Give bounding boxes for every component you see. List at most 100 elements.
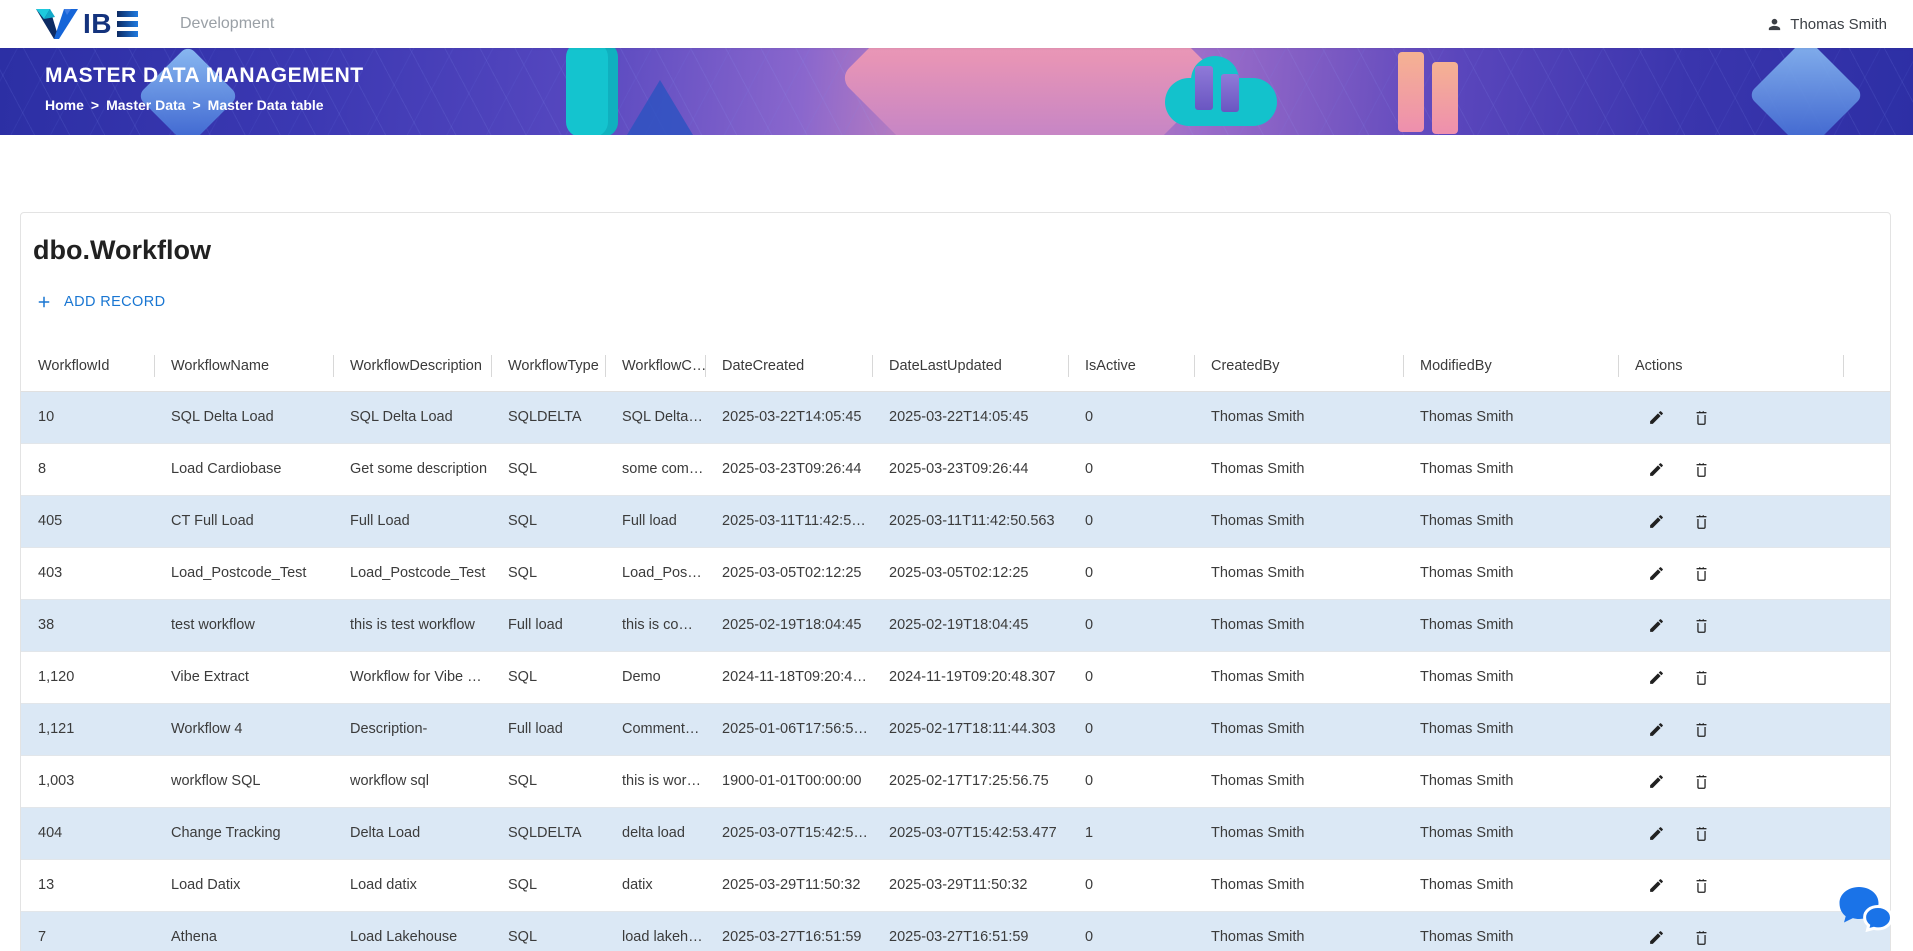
delete-row-button[interactable] [1693, 513, 1710, 530]
trash-icon [1696, 931, 1707, 945]
table-cell: Thomas Smith [1194, 702, 1403, 755]
vibe-logo-v-icon [36, 9, 78, 39]
pencil-icon [1650, 566, 1663, 580]
table-cell: Full load [491, 598, 605, 651]
table-cell: delta load [605, 806, 705, 859]
table-cell: SQLDELTA [491, 806, 605, 859]
edit-row-button[interactable] [1648, 877, 1665, 894]
pencil-icon [1650, 930, 1663, 944]
table-cell: Load Lakehouse [333, 910, 491, 951]
plus-icon [38, 296, 50, 308]
table-cell: Thomas Smith [1194, 650, 1403, 703]
table-cell: 2025-03-11T11:42:50.563 [872, 494, 1068, 547]
trash-icon [1696, 410, 1707, 425]
table-row: 38 test workflow this is test workflow Full… [21, 598, 1890, 651]
table-cell: SQLDELTA [508, 409, 582, 425]
table-cell: 0 [1068, 702, 1194, 755]
edit-row-button[interactable] [1648, 721, 1665, 738]
column-header-datecreated: DateCreated [705, 341, 872, 392]
delete-row-button[interactable] [1693, 409, 1710, 426]
table-cell: SQL Delta Load [171, 409, 274, 425]
user-menu[interactable]: Thomas Smith [1766, 16, 1887, 33]
trash-icon [1696, 566, 1707, 581]
table-cell: Demo [605, 650, 705, 703]
edit-row-button[interactable] [1648, 461, 1665, 478]
trash-icon [1696, 774, 1707, 789]
banner-decoration [1748, 48, 1864, 135]
spacer-cell [1843, 598, 1890, 651]
breadcrumb-link-home[interactable]: Home [45, 97, 84, 113]
table-cell: SQL Delta… [622, 409, 703, 425]
delete-row-button[interactable] [1693, 721, 1710, 738]
table-cell: Full Load [333, 494, 491, 547]
edit-row-button[interactable] [1648, 409, 1665, 426]
chat-launcher-button[interactable] [1833, 885, 1899, 939]
delete-row-button[interactable] [1693, 929, 1710, 946]
delete-row-button[interactable] [1693, 825, 1710, 842]
table-cell: 2025-03-05T02:12:25 [872, 546, 1068, 599]
pencil-icon [1650, 462, 1663, 476]
table-cell: 0 [1068, 546, 1194, 599]
vibe-logo[interactable]: IB [34, 6, 138, 42]
table-row: 8 Load Cardiobase Get some description SQL s… [21, 442, 1890, 495]
spacer-cell [1843, 702, 1890, 755]
edit-row-button[interactable] [1648, 669, 1665, 686]
edit-row-button[interactable] [1648, 773, 1665, 790]
table-cell: Thomas Smith [1194, 442, 1403, 495]
table-cell: some com… [605, 442, 705, 495]
table-cell: 13 [21, 858, 154, 911]
table-cell: 1,003 [21, 754, 154, 807]
table-cell: 0 [1068, 442, 1194, 495]
delete-row-button[interactable] [1693, 565, 1710, 582]
table-cell: SQL [491, 546, 605, 599]
add-record-button[interactable]: ADD RECORD [35, 293, 165, 311]
table-row: 1,121 Workflow 4 Description- Full load Comm… [21, 702, 1890, 755]
pencil-icon [1650, 878, 1663, 892]
table-cell: Load_Pos… [605, 546, 705, 599]
actions-cell [1618, 494, 1843, 547]
banner-decoration [612, 80, 708, 135]
table-cell: this is wor… [605, 754, 705, 807]
table-cell: SQL [491, 858, 605, 911]
delete-row-button[interactable] [1693, 461, 1710, 478]
table-cell: 38 [21, 598, 154, 651]
edit-row-button[interactable] [1648, 825, 1665, 842]
edit-row-button[interactable] [1648, 513, 1665, 530]
table-cell: 2025-03-27T16:51:59 [872, 910, 1068, 951]
pencil-icon [1650, 722, 1663, 736]
edit-row-button[interactable] [1648, 617, 1665, 634]
edit-row-button[interactable] [1648, 565, 1665, 582]
table-cell: 2025-03-22T14:05:45 [889, 409, 1029, 425]
breadcrumb-link-master-data[interactable]: Master Data [106, 97, 186, 113]
table-cell: Thomas Smith [1194, 910, 1403, 951]
table-cell: Thomas Smith [1420, 409, 1514, 425]
delete-row-button[interactable] [1693, 773, 1710, 790]
spacer-cell [1843, 442, 1890, 495]
breadcrumb-separator: > [192, 97, 201, 113]
column-header-workflowdescription: WorkflowDescription [333, 341, 491, 392]
spacer-cell [1843, 494, 1890, 547]
column-header-datelastupdated: DateLastUpdated [872, 341, 1068, 392]
actions-cell [1618, 754, 1843, 807]
table-cell: Load datix [333, 858, 491, 911]
edit-row-button[interactable] [1648, 929, 1665, 946]
actions-cell [1618, 546, 1843, 599]
banner-decoration [1398, 52, 1424, 132]
delete-row-button[interactable] [1693, 877, 1710, 894]
delete-row-button[interactable] [1693, 669, 1710, 686]
table-cell: Full load [491, 702, 605, 755]
chat-bubbles-icon [1839, 887, 1894, 933]
spacer-cell [1843, 391, 1890, 443]
table-cell: 8 [21, 442, 154, 495]
table-cell: Comment… [605, 702, 705, 755]
column-header-actions: Actions [1618, 341, 1843, 392]
page-title: MASTER DATA MANAGEMENT [45, 64, 364, 87]
table-cell: 2025-03-27T16:51:59 [705, 910, 872, 951]
table-cell: Thomas Smith [1403, 546, 1618, 599]
pencil-icon [1650, 774, 1663, 788]
table-row: 13 Load Datix Load datix SQL datix 2025-03-29… [21, 858, 1890, 911]
table-cell: Thomas Smith [1403, 494, 1618, 547]
user-name: Thomas Smith [1790, 15, 1887, 33]
column-header-workflowtype: WorkflowType [491, 341, 605, 392]
delete-row-button[interactable] [1693, 617, 1710, 634]
